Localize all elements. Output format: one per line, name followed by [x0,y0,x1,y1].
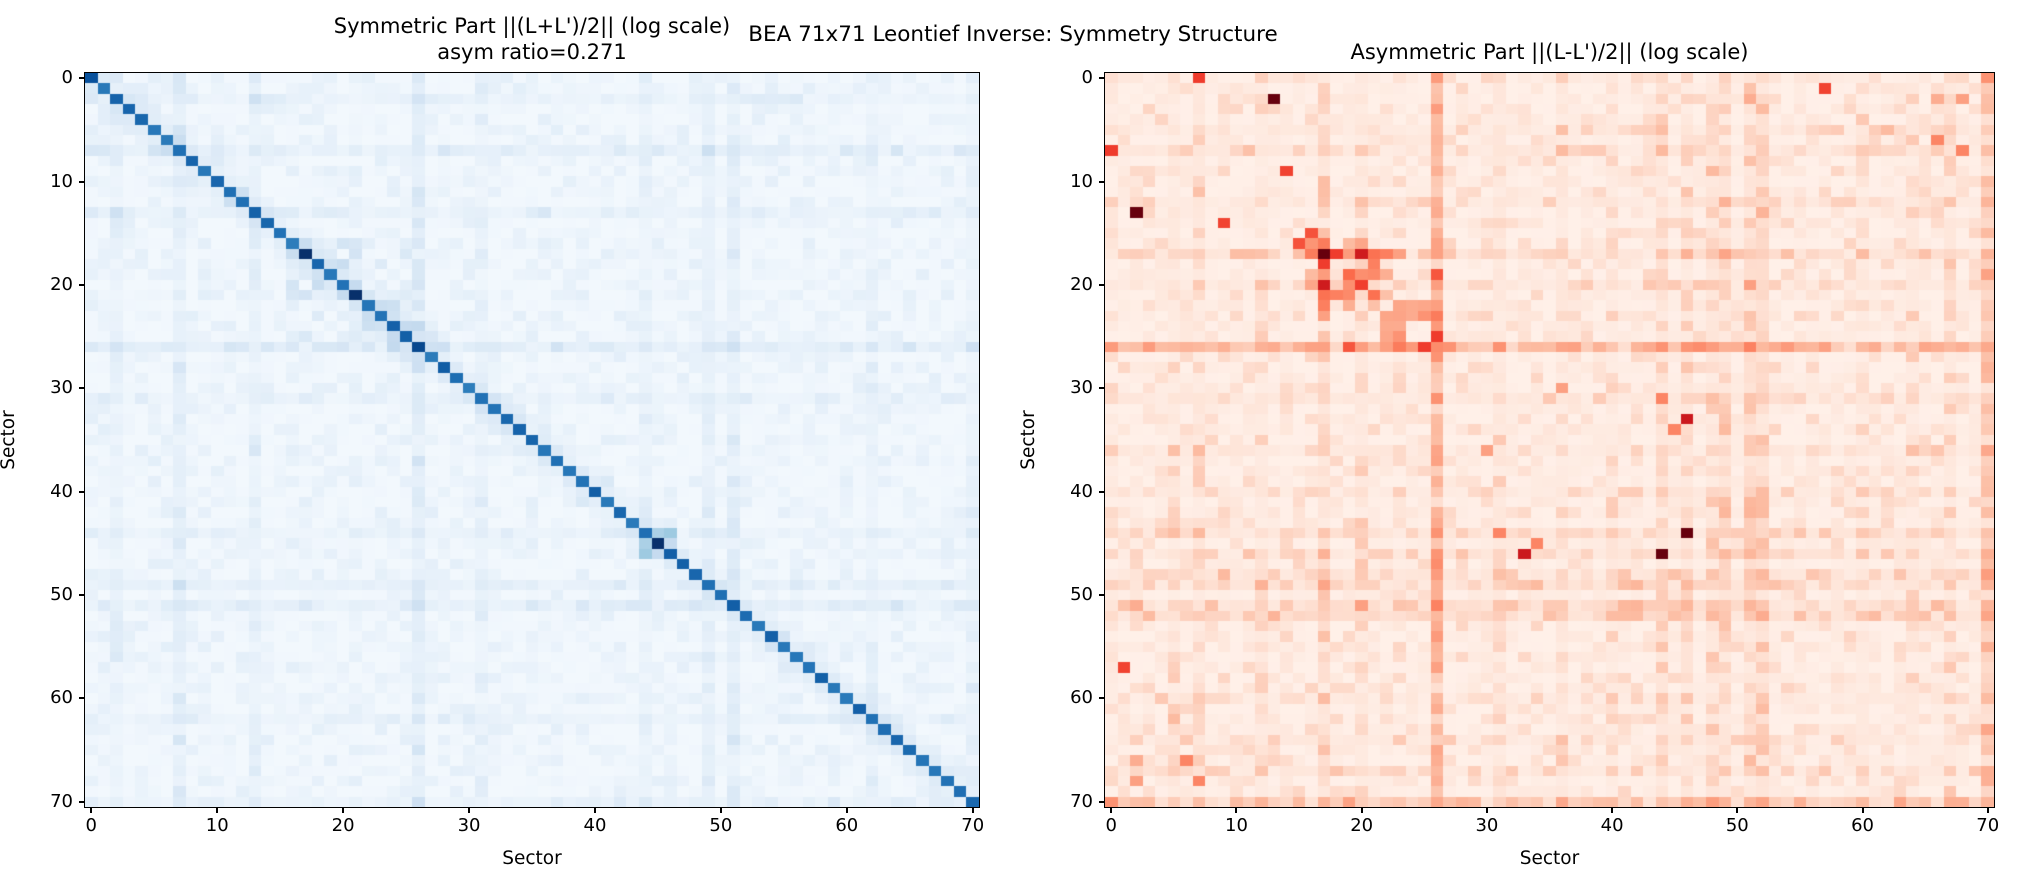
y-tick-label: 50 [1070,584,1093,606]
x-axis-ticks: 0 10 20 30 40 50 60 70 [85,807,984,851]
x-tick-mark [719,807,722,813]
y-tick-label: 10 [50,170,73,192]
heatmap-asymmetric-part [1105,73,1994,807]
y-tick-mark [1099,283,1105,286]
x-tick-label: 20 [1350,815,1374,836]
y-tick-mark [1099,180,1105,183]
y-tick-mark [1099,594,1105,597]
y-tick-label: 60 [1070,687,1093,709]
y-tick-mark [79,697,85,700]
y-tick-mark [1099,697,1105,700]
x-tick-mark [1485,807,1488,813]
x-tick-mark [1235,807,1238,813]
x-tick-label: 50 [709,815,733,836]
y-tick-mark [79,283,85,286]
x-tick-mark [1360,807,1363,813]
x-tick-label: 60 [835,815,859,836]
y-tick-label: 50 [50,584,73,606]
x-tick-mark [1861,807,1864,813]
x-tick-label: 50 [1725,815,1749,836]
x-tick-label: 10 [205,815,229,836]
x-tick-mark [971,807,974,813]
y-tick-mark [1099,77,1105,80]
y-axis-label: Sector [1018,410,1039,470]
x-tick-mark [1110,807,1113,813]
y-tick-mark [79,800,85,803]
y-tick-label: 40 [1070,480,1093,502]
y-tick-label: 0 [1081,67,1093,89]
x-tick-mark [1611,807,1614,813]
y-axis-label: Sector [0,410,19,470]
x-tick-label: 40 [583,815,607,836]
y-axis-ticks: 0 10 20 30 40 50 60 70 [1035,68,1105,811]
x-tick-label: 0 [1105,815,1117,836]
y-tick-label: 70 [50,790,73,812]
heatmap-symmetric-part [85,73,979,807]
x-tick-mark [1986,807,1989,813]
x-tick-label: 40 [1600,815,1624,836]
x-tick-mark [845,807,848,813]
x-axis-ticks: 0 10 20 30 40 50 60 70 [1105,807,1999,851]
y-tick-label: 40 [50,480,73,502]
x-tick-label: 70 [961,815,985,836]
axes-symmetric-part: Symmetric Part ||(L+L')/2|| (log scale) … [0,14,984,869]
y-tick-label: 20 [50,273,73,295]
axes-title-asymmetric: Asymmetric Part ||(L-L')/2|| (log scale) [1350,40,1749,64]
axes-title-symmetric: Symmetric Part ||(L+L')/2|| (log scale) … [333,14,731,64]
x-tick-label: 30 [1475,815,1499,836]
y-tick-label: 30 [1070,377,1093,399]
x-tick-label: 30 [457,815,481,836]
x-tick-label: 60 [1851,815,1874,836]
y-tick-label: 30 [50,377,73,399]
y-tick-mark [79,594,85,597]
y-tick-mark [1099,490,1105,493]
x-tick-label: 70 [1976,815,2000,836]
y-tick-mark [1099,387,1105,390]
x-tick-mark [216,807,219,813]
y-tick-mark [1099,800,1105,803]
y-tick-mark [79,490,85,493]
y-tick-label: 10 [1070,170,1093,192]
y-tick-mark [79,77,85,80]
x-axis-label: Sector [1519,848,1580,869]
y-tick-label: 60 [50,687,73,709]
x-tick-label: 0 [85,815,98,836]
x-tick-label: 20 [331,815,355,836]
x-tick-mark [90,807,93,813]
y-tick-label: 70 [1070,790,1093,812]
x-tick-label: 10 [1225,815,1248,836]
y-tick-label: 0 [61,67,73,89]
axes-asymmetric-part: Asymmetric Part ||(L-L')/2|| (log scale)… [1018,40,1999,869]
y-tick-mark [79,180,85,183]
x-axis-label: Sector [502,848,562,869]
figure-suptitle: BEA 71x71 Leontief Inverse: Symmetry Str… [748,22,1278,47]
y-axis-ticks: 0 10 20 30 40 50 60 70 [15,68,85,811]
x-tick-mark [468,807,471,813]
x-tick-mark [593,807,596,813]
y-tick-mark [79,387,85,390]
x-tick-mark [1736,807,1739,813]
y-tick-label: 20 [1070,273,1093,295]
x-tick-mark [342,807,345,813]
